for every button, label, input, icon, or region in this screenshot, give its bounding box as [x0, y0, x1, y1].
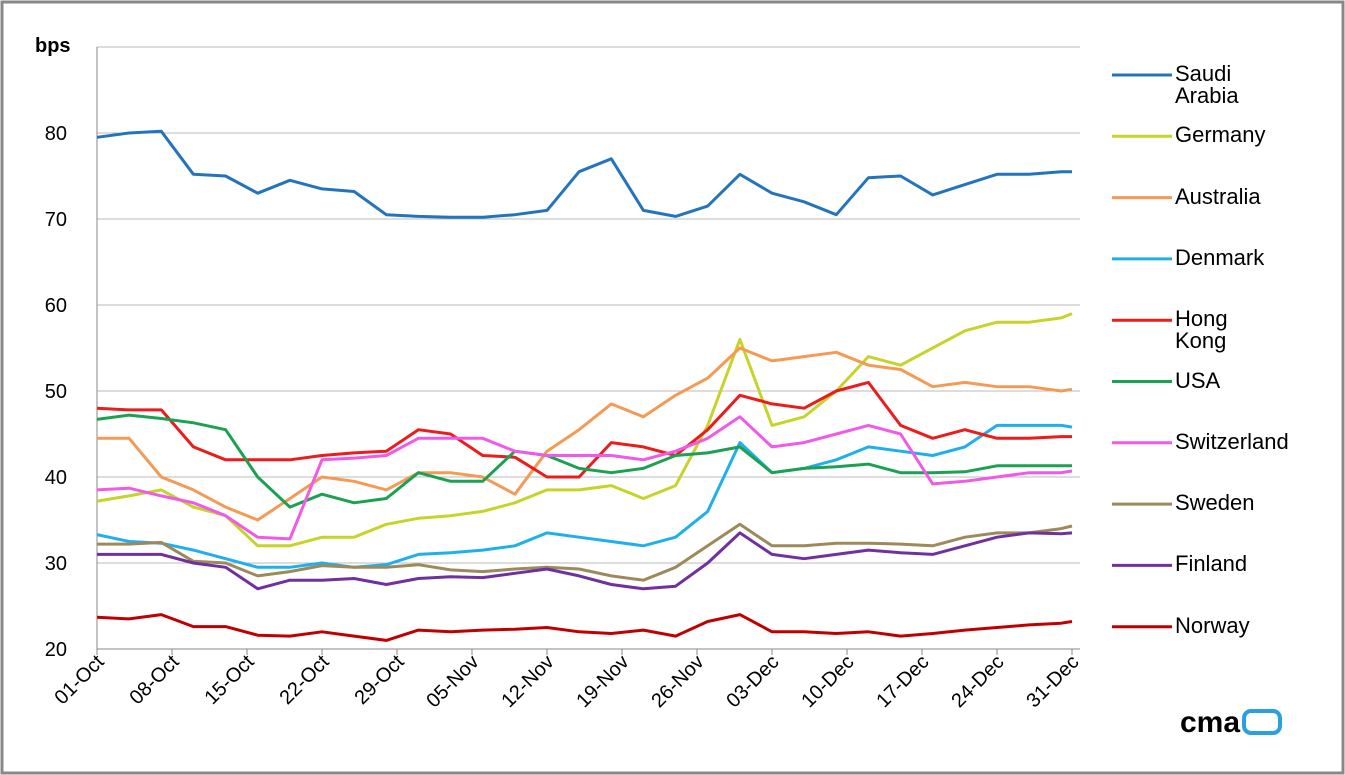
y-tick-label: 80 — [45, 123, 67, 145]
series-line — [96, 613, 1073, 642]
legend-label: Saudi Arabia — [1175, 61, 1239, 108]
legend-label: Norway — [1175, 612, 1250, 638]
legend-label: Hong Kong — [1175, 306, 1228, 354]
series-line — [97, 531, 1073, 591]
series-line — [97, 522, 1073, 582]
legend-label: Germany — [1175, 122, 1266, 148]
y-tick-label: 20 — [45, 639, 67, 661]
y-axis-label: bps — [35, 35, 71, 57]
series-line — [96, 413, 1072, 509]
series-line — [96, 415, 1073, 541]
series-line — [96, 129, 1072, 219]
series-line — [96, 312, 1073, 548]
y-tick-label: 60 — [45, 295, 67, 317]
logo-mark — [1242, 709, 1282, 735]
y-tick-label: 40 — [45, 467, 67, 489]
series-line — [96, 423, 1073, 569]
series-line — [97, 346, 1073, 522]
logo: cma — [1180, 706, 1240, 739]
legend-label: Sweden — [1175, 490, 1255, 516]
legend-label: Switzerland — [1175, 428, 1289, 454]
series-line — [96, 380, 1072, 479]
legend-label: Denmark — [1175, 244, 1265, 270]
y-tick-label: 50 — [45, 381, 67, 403]
legend-label: Finland — [1175, 551, 1248, 577]
y-tick-label: 70 — [45, 209, 67, 231]
legend-label: Australia — [1175, 183, 1261, 209]
y-tick-label: 30 — [45, 553, 67, 575]
legend-label: USA — [1175, 367, 1221, 393]
